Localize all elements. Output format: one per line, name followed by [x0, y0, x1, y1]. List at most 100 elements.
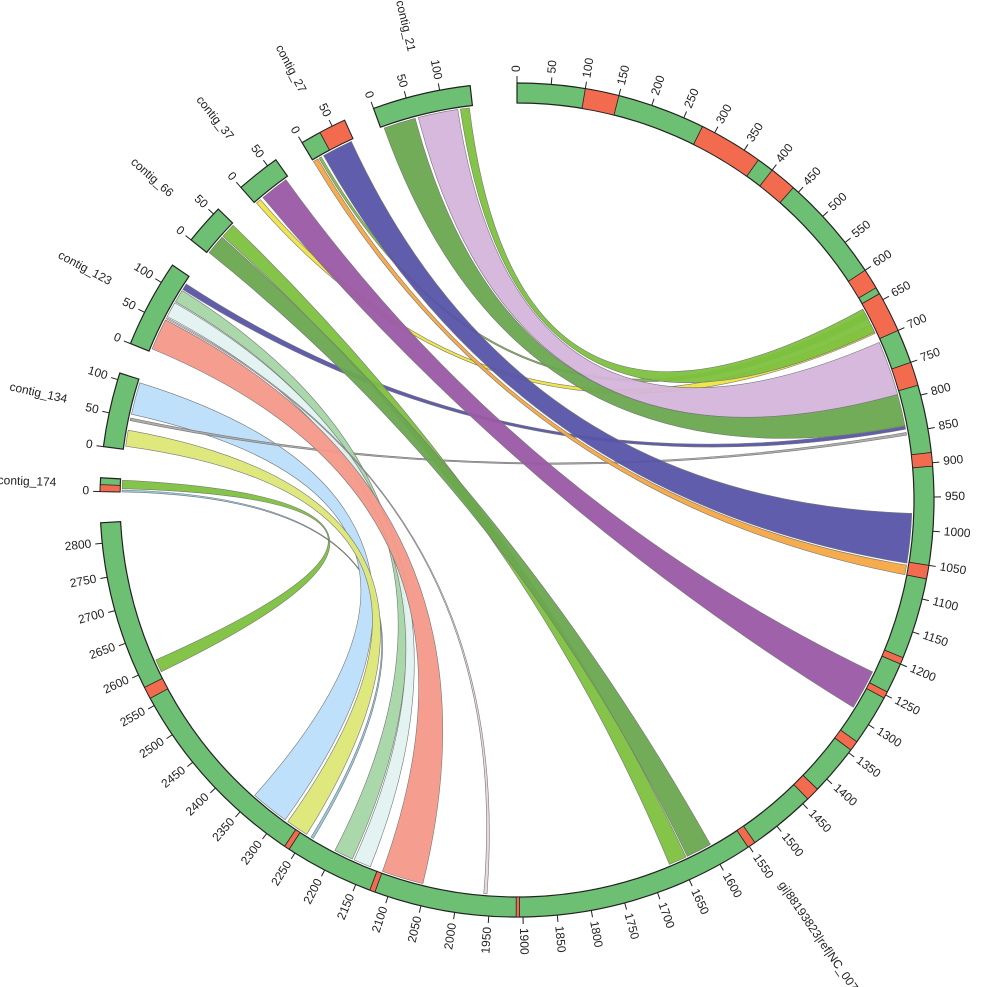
link-ribbon [262, 179, 874, 708]
tick-mark [95, 542, 103, 545]
tick-mark [550, 77, 553, 85]
tick-mark [453, 912, 456, 920]
tick-mark [235, 181, 242, 188]
highlight-block [834, 729, 858, 751]
highlight-block [847, 269, 877, 299]
highlight-block [910, 452, 934, 469]
tick-mark [776, 825, 782, 832]
tick-label: 50 [394, 72, 411, 89]
contig-name: contig_21 [393, 0, 419, 53]
tick-label: 0 [85, 437, 94, 452]
highlight-block [319, 119, 354, 151]
highlight-block [881, 649, 904, 665]
tick-mark [910, 359, 918, 363]
tick-label: 800 [929, 380, 952, 399]
tick-mark [155, 278, 162, 283]
tick-label: 400 [773, 141, 797, 166]
tick-label: 2350 [209, 815, 237, 845]
tick-label: 1350 [854, 753, 884, 781]
tick-label: 100 [132, 260, 157, 283]
tick-label: 0 [225, 169, 240, 184]
tick-label: 500 [825, 189, 849, 213]
contig-segment [102, 372, 140, 450]
tick-label: 350 [744, 120, 767, 145]
tick-label: 1900 [517, 928, 531, 955]
highlight-block [143, 677, 169, 699]
tick-mark [912, 631, 920, 635]
tick-mark [352, 884, 357, 892]
tick-label: 700 [905, 311, 929, 332]
tick-label: 2000 [441, 922, 459, 951]
tick-mark [138, 308, 145, 313]
tick-label: 100 [86, 363, 110, 382]
link-ribbon [121, 489, 383, 839]
link-ribbon [125, 429, 381, 835]
links [121, 107, 913, 895]
tick-mark [624, 902, 628, 910]
tick-label: 2150 [334, 891, 357, 921]
tick-mark [826, 778, 833, 785]
tick-label: 550 [849, 217, 874, 241]
tick-label: 1400 [831, 781, 860, 809]
tick-label: 50 [120, 294, 139, 313]
tick-mark [437, 83, 441, 91]
tick-label: 0 [509, 65, 523, 72]
tick-mark [262, 159, 268, 167]
tick-label: 1800 [587, 920, 606, 949]
highlight-block [693, 125, 759, 177]
highlight-block [793, 774, 819, 800]
tick-mark [748, 846, 754, 853]
tick-label: 850 [937, 416, 959, 433]
tick-label: 50 [84, 400, 100, 417]
tick-mark [882, 295, 890, 301]
contig-segment [129, 264, 190, 352]
tick-mark [118, 642, 126, 647]
tick-label: 200 [648, 73, 668, 97]
tick-label: 750 [918, 345, 942, 365]
tick-label: 1550 [750, 851, 777, 881]
tick-mark [618, 88, 622, 96]
link-ribbon [121, 479, 331, 673]
tick-mark [848, 752, 855, 758]
tick-mark [321, 869, 326, 877]
highlight-block [369, 870, 383, 893]
tick-mark [844, 237, 851, 243]
tick-label: 1950 [478, 926, 494, 954]
contig-name: contig_27 [273, 42, 310, 95]
tick-label: 1300 [874, 724, 904, 750]
tick-label: 1750 [622, 911, 643, 941]
tick-mark [864, 266, 872, 271]
tick-mark [131, 674, 139, 679]
contig-name: contig_174 [0, 473, 57, 489]
tick-label: 2400 [183, 790, 212, 819]
tick-mark [102, 410, 110, 414]
tick-mark [932, 530, 940, 533]
tick-mark [210, 787, 216, 794]
highlight-block [906, 561, 930, 580]
link-ribbon [460, 107, 876, 383]
tick-label: 1000 [943, 524, 971, 540]
tick-label: 2050 [405, 914, 425, 944]
highlight-block [865, 682, 888, 699]
tick-label: 50 [544, 59, 559, 74]
tick-mark [290, 852, 296, 860]
tick-mark [822, 211, 829, 217]
highlight-block [99, 484, 121, 493]
tick-label: 1450 [806, 806, 835, 835]
link-ribbon [131, 382, 374, 821]
link-ribbon [323, 141, 913, 564]
tick-mark [932, 461, 940, 464]
highlight-block [759, 169, 794, 204]
tick-mark [920, 392, 928, 396]
highlight-block [891, 361, 919, 392]
tick-label: 950 [945, 489, 965, 503]
tick-label: 0 [362, 89, 378, 100]
tick-mark [657, 892, 661, 900]
contig-name: contig_37 [194, 93, 237, 143]
tick-mark [584, 81, 587, 89]
tick-mark [885, 694, 893, 699]
highlight-block [515, 896, 521, 918]
tick-mark [108, 610, 116, 614]
tick-mark [683, 111, 688, 119]
link-ribbon [151, 319, 444, 884]
